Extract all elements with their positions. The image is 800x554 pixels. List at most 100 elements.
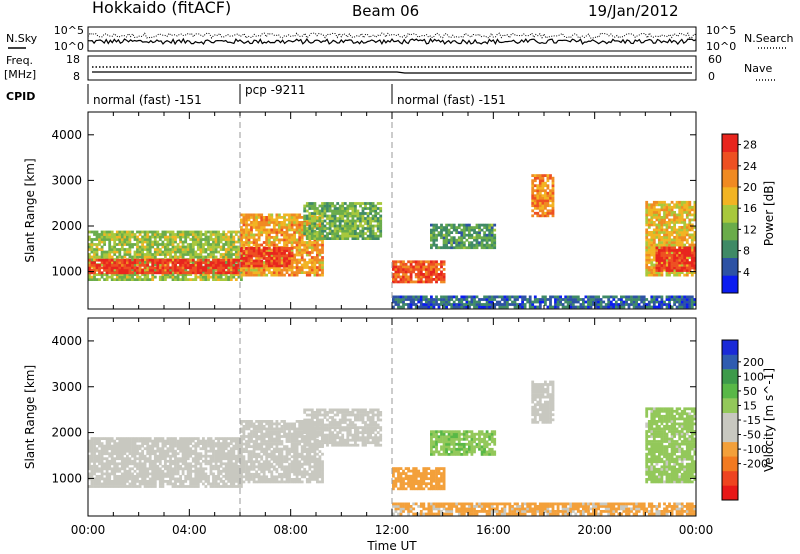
power-cell xyxy=(113,268,117,271)
power-cell xyxy=(597,303,600,306)
power-cell xyxy=(283,221,286,224)
power-cell xyxy=(128,261,132,265)
velocity-cell xyxy=(148,444,152,448)
power-cell xyxy=(675,216,679,219)
power-cell xyxy=(288,273,291,277)
velocity-cell xyxy=(126,442,129,445)
power-cell xyxy=(323,202,327,205)
power-cell xyxy=(376,217,380,220)
power-cell xyxy=(480,243,484,247)
power-cell xyxy=(635,298,638,301)
power-cell xyxy=(658,303,661,306)
power-cell xyxy=(404,280,408,284)
power-cell xyxy=(272,236,276,239)
power-cell xyxy=(528,303,532,306)
power-cell xyxy=(673,223,676,227)
power-cell xyxy=(326,222,329,225)
power-cell xyxy=(260,256,264,259)
power-cell xyxy=(298,271,302,274)
power-cell xyxy=(685,246,689,250)
power-cell xyxy=(153,250,157,254)
power-cell xyxy=(136,263,139,266)
velocity-cell xyxy=(171,485,175,488)
power-cell xyxy=(632,305,636,309)
power-cell xyxy=(675,236,679,239)
power-cell xyxy=(359,212,362,215)
power-cell xyxy=(214,243,218,246)
power-cell xyxy=(693,205,697,209)
velocity-cell xyxy=(115,485,119,488)
power-cell xyxy=(412,268,416,271)
power-cell xyxy=(300,226,304,229)
velocity-cell xyxy=(161,439,165,443)
power-cell xyxy=(133,263,137,266)
power-cell xyxy=(663,233,666,237)
power-cell xyxy=(660,243,664,247)
power-cell xyxy=(148,258,152,262)
power-cell xyxy=(136,273,139,276)
power-cell xyxy=(447,303,451,306)
velocity-cell xyxy=(181,459,185,463)
velocity-cell xyxy=(93,472,96,476)
power-cell xyxy=(462,236,466,240)
power-cell xyxy=(409,275,413,279)
power-cell xyxy=(326,217,329,220)
power-cell xyxy=(199,268,203,272)
velocity-cell xyxy=(181,472,185,476)
velocity-cell xyxy=(191,480,195,483)
power-cell xyxy=(440,273,443,276)
power-cell xyxy=(189,271,193,275)
power-cell xyxy=(673,259,676,262)
velocity-cell xyxy=(176,467,180,471)
power-cell xyxy=(247,218,251,222)
power-cell xyxy=(169,266,172,270)
velocity-cell xyxy=(126,475,129,478)
power-cell xyxy=(270,271,274,274)
velocity-cell xyxy=(138,480,142,483)
velocity-cell xyxy=(179,459,182,463)
power-cell xyxy=(655,264,659,267)
power-cell xyxy=(186,243,190,246)
power-cell xyxy=(437,246,441,250)
velocity-cell xyxy=(143,480,147,483)
power-cell xyxy=(620,298,623,301)
power-cell xyxy=(93,248,96,251)
power-cell xyxy=(688,249,692,252)
power-cell xyxy=(308,273,312,277)
velocity-cell xyxy=(166,454,170,458)
power-cell xyxy=(361,232,365,235)
power-cell xyxy=(189,233,193,236)
power-cell xyxy=(199,245,203,249)
power-cell xyxy=(310,258,314,262)
power-cell xyxy=(607,303,611,306)
power-cell xyxy=(143,271,147,275)
power-cell xyxy=(450,223,454,227)
power-cell xyxy=(663,243,666,247)
power-cell xyxy=(475,223,479,227)
velocity-cell xyxy=(189,452,193,456)
power-cell xyxy=(257,252,261,255)
power-cell xyxy=(544,303,547,306)
power-cell xyxy=(670,251,674,254)
power-cell xyxy=(430,246,433,250)
power-cell xyxy=(321,241,324,244)
power-cell xyxy=(604,305,608,309)
power-cell xyxy=(652,248,656,252)
power-cell xyxy=(158,248,162,251)
power-cell xyxy=(128,233,132,236)
power-cell xyxy=(316,261,319,264)
power-cell xyxy=(561,305,565,309)
power-cell xyxy=(417,260,421,264)
velocity-cell xyxy=(136,472,139,476)
power-cell xyxy=(359,204,362,208)
velocity-cell xyxy=(161,442,165,445)
power-cell xyxy=(503,298,507,301)
power-cell xyxy=(690,256,694,260)
power-cell xyxy=(260,252,264,255)
power-cell xyxy=(336,229,340,233)
velocity-cell xyxy=(110,472,114,476)
power-cell xyxy=(222,253,226,256)
velocity-cell xyxy=(123,439,127,443)
power-cell xyxy=(214,245,218,249)
velocity-cell xyxy=(93,437,96,440)
